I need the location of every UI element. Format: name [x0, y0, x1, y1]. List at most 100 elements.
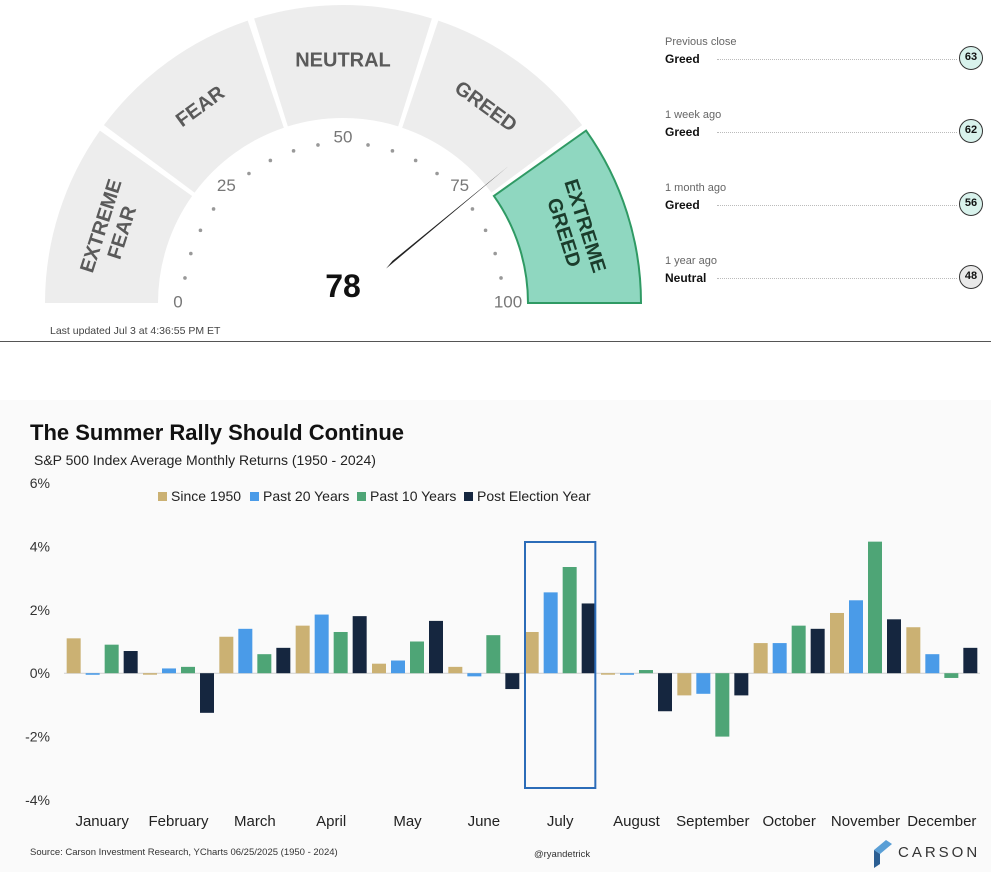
bar-october-past-20-years: [772, 643, 787, 674]
history-leader: [717, 132, 957, 133]
bar-july-past-10-years: [562, 567, 577, 674]
bar-january-since-1950: [66, 638, 81, 674]
history-leader: [717, 278, 957, 279]
gauge-tick-dot: [189, 251, 193, 256]
x-category-label: March: [234, 813, 276, 830]
history-rating: Neutral: [665, 271, 707, 285]
bar-september-post-election-year: [734, 673, 749, 696]
y-tick-label: 0%: [30, 665, 50, 681]
legend-label: Since 1950: [171, 488, 241, 504]
history-score-badge: 63: [959, 46, 983, 70]
section-divider: [0, 341, 991, 342]
bar-july-past-20-years: [543, 592, 558, 674]
bar-february-past-10-years: [181, 666, 195, 674]
bar-january-past-20-years: [85, 673, 100, 675]
x-category-label: May: [393, 813, 422, 830]
history-period: Previous close: [665, 36, 737, 48]
history-item: Previous close Greed 63: [665, 36, 985, 70]
history-leader: [717, 59, 957, 60]
history-period: 1 month ago: [665, 182, 727, 194]
legend-label: Past 20 Years: [263, 488, 349, 504]
gauge-tick-dot: [493, 251, 497, 256]
gauge-zone-neutral: [254, 4, 432, 127]
bar-september-past-20-years: [696, 673, 711, 694]
bar-march-since-1950: [219, 636, 234, 674]
bar-may-since-1950: [372, 663, 386, 674]
history-period: 1 week ago: [665, 109, 722, 121]
history-item: 1 month ago Greed 56: [665, 182, 985, 216]
bar-april-post-election-year: [352, 616, 367, 674]
history-score-badge: 56: [959, 192, 983, 216]
history-score-badge: 48: [959, 265, 983, 289]
bar-december-post-election-year: [963, 647, 978, 674]
bar-may-past-10-years: [410, 641, 424, 674]
bar-march-past-20-years: [238, 628, 253, 674]
x-category-label: November: [831, 813, 900, 830]
gauge-tick-dot: [268, 158, 273, 163]
gauge-tick-dot: [366, 143, 370, 147]
fear-greed-panel: EXTREMEFEAR FEAR NEUTRAL GREED EXTREMEGREED …: [0, 0, 991, 342]
carson-logo: CARSON: [872, 840, 982, 868]
gauge-needle: [386, 165, 509, 269]
history-leader: [717, 205, 957, 206]
y-tick-label: -2%: [25, 729, 50, 745]
legend-label: Past 10 Years: [370, 488, 456, 504]
bar-may-post-election-year: [429, 620, 443, 674]
fear-greed-gauge: EXTREMEFEARFEARNEUTRALGREEDEXTREMEGREED …: [45, 4, 643, 342]
bar-june-post-election-year: [505, 673, 520, 690]
bar-november-past-10-years: [868, 541, 882, 674]
bar-april-past-10-years: [333, 631, 348, 674]
gauge-tick-dot: [211, 207, 216, 211]
x-category-label: April: [316, 813, 346, 830]
gauge-tick-dot: [316, 143, 320, 147]
gauge-scale-label: 25: [217, 176, 236, 195]
gauge-score: 78: [325, 268, 361, 304]
x-category-label: February: [148, 813, 209, 830]
chart-title: The Summer Rally Should Continue: [30, 420, 405, 445]
gauge-tick-dot: [183, 276, 187, 280]
history-rating: Greed: [665, 52, 700, 66]
history-item: 1 year ago Neutral 48: [665, 255, 985, 289]
x-category-label: September: [676, 813, 749, 830]
gauge-scale-label: 0: [173, 292, 182, 311]
gauge-tick-dot: [499, 276, 503, 280]
history-period: 1 year ago: [665, 255, 717, 267]
brand-name: CARSON: [898, 844, 981, 861]
gauge-tick-dot: [291, 149, 296, 153]
x-category-label: January: [75, 813, 129, 830]
gauge-tick-dot: [413, 158, 418, 163]
bar-july-since-1950: [524, 631, 539, 674]
gauge-tick-dot: [435, 171, 439, 176]
x-category-label: June: [468, 813, 501, 830]
bar-august-since-1950: [601, 673, 615, 675]
bar-march-past-10-years: [257, 654, 272, 674]
monthly-returns-chart: -4% -2% 0% 2% 4% 6% Since 1950 Past 20 Years Pa…: [25, 475, 980, 830]
history-score-badge: 62: [959, 119, 983, 143]
y-tick-label: -4%: [25, 792, 50, 808]
gauge-tick-dot: [390, 149, 395, 153]
bar-july-post-election-year: [581, 603, 596, 674]
bar-april-since-1950: [295, 625, 310, 674]
bar-june-past-20-years: [467, 673, 482, 677]
last-updated: Last updated Jul 3 at 4:36:55 PM ET: [50, 325, 221, 337]
bar-january-post-election-year: [123, 651, 138, 674]
bar-february-since-1950: [143, 673, 157, 675]
y-tick-label: 4%: [30, 538, 50, 554]
gauge-zone-greed: [402, 20, 583, 193]
x-category-label: December: [907, 813, 976, 830]
bar-may-past-20-years: [391, 660, 405, 674]
bar-august-post-election-year: [658, 673, 672, 712]
monthly-returns-panel: -4% -2% 0% 2% 4% 6% Since 1950 Past 20 Years Pa…: [0, 400, 991, 872]
bar-october-past-10-years: [791, 625, 806, 674]
bar-june-since-1950: [448, 666, 463, 674]
chart-subtitle: S&P 500 Index Average Monthly Returns (1…: [34, 452, 376, 468]
legend-swatch: [464, 492, 473, 501]
gauge-zone-fear: [103, 20, 284, 193]
bar-september-since-1950: [677, 673, 692, 696]
july-highlight-box: [524, 541, 597, 789]
bar-december-past-20-years: [925, 654, 940, 674]
bar-november-since-1950: [830, 612, 844, 674]
bar-march-post-election-year: [276, 647, 291, 674]
gauge-tick-dot: [247, 171, 251, 176]
bar-september-past-10-years: [715, 673, 730, 737]
